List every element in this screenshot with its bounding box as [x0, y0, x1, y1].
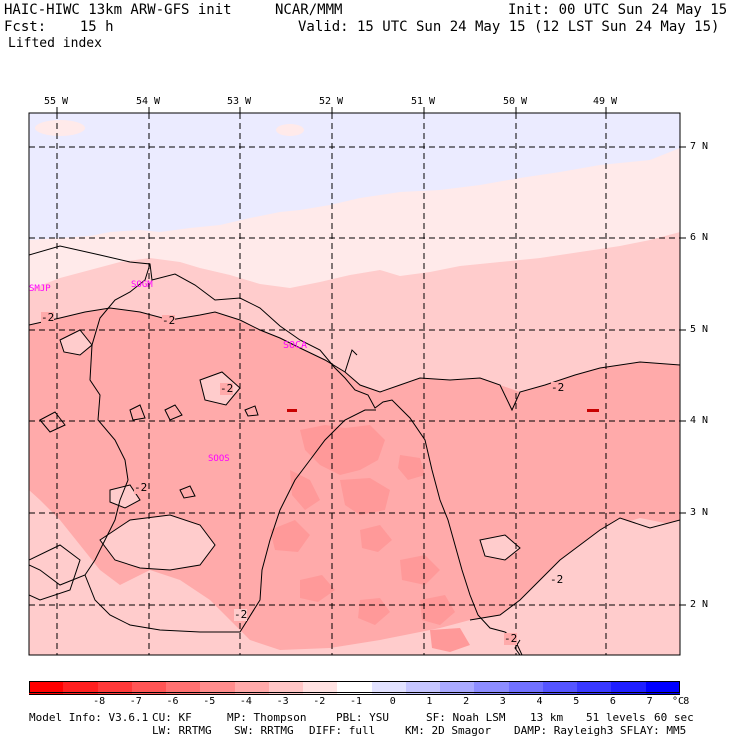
contour-label: -2 — [234, 608, 248, 621]
contour-label: -2 — [41, 311, 55, 324]
model-info-item: MP: Thompson — [227, 711, 307, 724]
shade-light-blue — [29, 113, 680, 240]
colorbar-tick-label: 2 — [463, 696, 470, 707]
latitude-label: 4 N — [690, 415, 709, 426]
model-info-item: SF: Noah LSM — [426, 711, 506, 724]
model-info-item: SFLAY: MM5 — [620, 724, 687, 737]
longitude-label: 55 W — [44, 96, 69, 107]
contour-label: -2 — [220, 382, 234, 395]
colorbar-tick-label: -4 — [239, 696, 252, 707]
contour-label: -2 — [134, 481, 148, 494]
longitude-label: 51 W — [411, 96, 436, 107]
colorbar-frame — [29, 681, 680, 693]
colorbar-tick-label: 3 — [499, 696, 506, 707]
init-time: Init: 00 UTC Sun 24 May 15 — [508, 2, 728, 18]
colorbar-tick-label: 6 — [609, 696, 616, 707]
latitude-label: 5 N — [690, 324, 709, 335]
colorbar-tick-label: -6 — [166, 696, 179, 707]
contour-label: -2 — [162, 314, 176, 327]
model-info-item: LW: RRTMG — [152, 724, 212, 737]
longitude-label: 50 W — [503, 96, 528, 107]
valid-time: Valid: 15 UTC Sun 24 May 15 (12 LST Sun … — [298, 19, 720, 35]
longitude-label: 49 W — [593, 96, 618, 107]
colorbar-tick-label: -3 — [276, 696, 289, 707]
field-name: Lifted index — [8, 36, 102, 51]
colorbar-tick-label: 7 — [646, 696, 653, 707]
model-info-item: DIFF: full — [309, 724, 376, 737]
contour-label: -2 — [504, 632, 518, 645]
model-info-item: Model Info: V3.6.1 — [29, 711, 149, 724]
shade-deeper-pink — [270, 425, 470, 652]
model-info-item: PBL: YSU — [336, 711, 389, 724]
contour-label: -2 — [551, 381, 565, 394]
station-label: SOGM — [131, 280, 153, 290]
forecast-hour: Fcst: 15 h — [4, 19, 114, 35]
colorbar-tick-label: -1 — [349, 696, 363, 707]
longitude-label: 53 W — [227, 96, 252, 107]
model-info-item: KM: 2D Smagor — [405, 724, 492, 737]
model-info-item: 60 sec — [654, 711, 694, 724]
model-info-item: SW: RRTMG — [234, 724, 294, 737]
model-info-item: DAMP: Rayleigh3 — [514, 724, 614, 737]
colorbar-tick-label: 1 — [426, 696, 433, 707]
colorbar-unit: °C — [671, 696, 685, 707]
colorbar-tick-label: -2 — [313, 696, 326, 707]
longitude-label: 52 W — [319, 96, 344, 107]
latitude-label: 6 N — [690, 232, 709, 243]
colorbar-tick-label: 4 — [536, 696, 543, 707]
model-info-item: CU: KF — [152, 711, 192, 724]
colorbar-tick-label: 0 — [389, 696, 396, 707]
station-label: SMJP — [29, 284, 51, 294]
organization: NCAR/MMM — [275, 2, 343, 18]
contour-label: -2 — [550, 573, 564, 586]
colorbar-tick-label: -7 — [129, 696, 142, 707]
station-label: SOCA — [283, 340, 308, 351]
map-frame — [28, 112, 681, 656]
colorbar-tick-label: 5 — [573, 696, 580, 707]
model-info-item: 51 levels — [586, 711, 646, 724]
station-label: SOOS — [208, 454, 230, 464]
colorbar-tick-label: -5 — [203, 696, 216, 707]
latitude-label: 3 N — [690, 507, 709, 518]
latitude-label: 2 N — [690, 599, 709, 610]
model-info-item: 13 km — [530, 711, 564, 724]
colorbar-tick-label: 8 — [683, 696, 690, 707]
longitude-label: 54 W — [136, 96, 161, 107]
latitude-label: 7 N — [690, 141, 709, 152]
model-title: HAIC-HIWC 13km ARW-GFS init — [4, 2, 232, 18]
colorbar-tick-label: -8 — [93, 696, 106, 707]
